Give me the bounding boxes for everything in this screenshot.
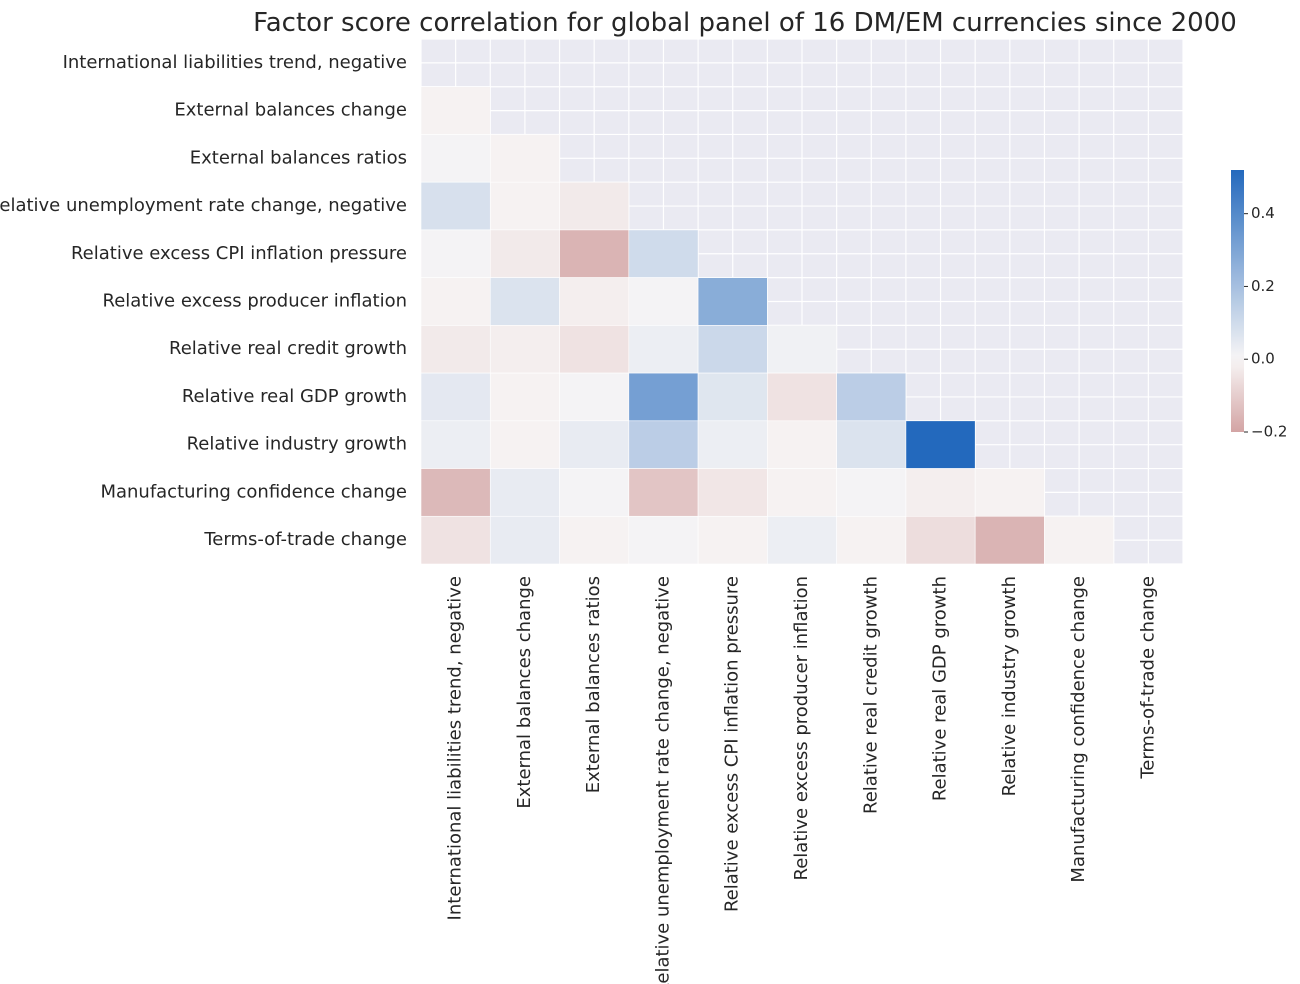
heatmap-cell xyxy=(489,515,560,565)
heatmap-cell xyxy=(559,515,630,565)
heatmap-cell xyxy=(489,468,560,517)
heatmap-cell xyxy=(489,181,560,231)
y-tick-label: Relative real credit growth xyxy=(169,338,407,359)
heatmap-cell xyxy=(628,277,699,326)
heatmap-cell xyxy=(697,372,768,422)
y-tick-label: Manufacturing confidence change xyxy=(100,481,407,502)
heatmap-cell xyxy=(767,515,837,565)
x-tick-label: Relative real credit growth xyxy=(860,576,881,814)
x-tick-label: Relative excess producer inflation xyxy=(791,576,812,880)
heatmap-cell xyxy=(905,515,976,565)
y-tick-label: Relative industry growth xyxy=(187,434,407,455)
y-tick-label: International liabilities trend, negativ… xyxy=(63,52,407,73)
heatmap-cell xyxy=(836,420,907,469)
heatmap-cell xyxy=(697,468,768,517)
heatmap-cell xyxy=(559,229,630,278)
heatmap-cell xyxy=(767,468,837,517)
heatmap-cell xyxy=(697,277,768,326)
y-tick-label: External balances change xyxy=(174,100,407,121)
y-tick-label: External balances ratios xyxy=(190,147,407,168)
heatmap-cell xyxy=(905,468,976,517)
heatmap-cell xyxy=(489,277,560,326)
heatmap-cell xyxy=(628,325,699,374)
x-tick-label: External balances change xyxy=(514,576,535,809)
heatmap-cell xyxy=(559,372,630,422)
heatmap-plot-area xyxy=(420,38,1184,565)
heatmap-cell xyxy=(697,325,768,374)
heatmap-cell xyxy=(836,468,907,517)
x-tick-label: Relative excess CPI inflation pressure xyxy=(722,576,743,912)
heatmap-cell xyxy=(628,468,699,517)
colorbar-tick-label: 0.2 xyxy=(1251,277,1275,295)
heatmap-cell xyxy=(420,325,491,374)
chart-title: Factor score correlation for global pane… xyxy=(253,8,1237,38)
heatmap-cell xyxy=(489,325,560,374)
y-tick-label: Relative excess CPI inflation pressure xyxy=(71,243,407,264)
heatmap-cell xyxy=(420,181,491,231)
heatmap-cell xyxy=(905,420,976,469)
heatmap-cell xyxy=(836,515,907,565)
heatmap-cell xyxy=(628,420,699,469)
heatmap-cell xyxy=(1044,515,1115,565)
heatmap-cell xyxy=(836,372,907,422)
heatmap-cell xyxy=(767,420,837,469)
heatmap-cell xyxy=(420,134,491,183)
heatmap-cell xyxy=(628,372,699,422)
heatmap-cell xyxy=(489,420,560,469)
heatmap-cell xyxy=(420,277,491,326)
heatmap-cell xyxy=(559,181,630,231)
heatmap-cell xyxy=(420,229,491,278)
x-tick-label: Manufacturing confidence change xyxy=(1068,576,1089,883)
x-tick-label: Relative industry growth xyxy=(999,576,1020,796)
heatmap-cell xyxy=(420,420,491,469)
heatmap-cell xyxy=(628,515,699,565)
colorbar-tick-label: 0.0 xyxy=(1251,350,1275,368)
heatmap-cell xyxy=(559,468,630,517)
heatmap-cell xyxy=(697,420,768,469)
heatmap-cell xyxy=(697,515,768,565)
x-tick-label: External balances ratios xyxy=(583,576,604,793)
heatmap-cell xyxy=(767,325,837,374)
heatmap-cell xyxy=(420,515,491,565)
heatmap-cell xyxy=(420,468,491,517)
y-axis-tick-labels: International liabilities trend, negativ… xyxy=(0,52,407,550)
x-tick-label: Terms-of-trade change xyxy=(1137,576,1158,780)
heatmap-cell xyxy=(559,277,630,326)
heatmap-cell xyxy=(559,325,630,374)
x-axis-tick-labels: International liabilities trend, negativ… xyxy=(445,576,1159,984)
y-tick-label: Relative excess producer inflation xyxy=(103,291,407,312)
heatmap-cell xyxy=(974,468,1045,517)
heatmap-cell xyxy=(974,515,1045,565)
colorbar-tick-label: 0.4 xyxy=(1251,204,1275,222)
y-tick-label: Relative real GDP growth xyxy=(182,386,407,407)
heatmap-cell xyxy=(489,229,560,278)
x-tick-label: Relative real GDP growth xyxy=(930,576,951,801)
x-tick-label: Relative unemployment rate change, negat… xyxy=(652,576,673,984)
x-tick-label: International liabilities trend, negativ… xyxy=(445,576,466,920)
heatmap-cell xyxy=(420,372,491,422)
heatmap-cell xyxy=(489,134,560,183)
colorbar-gradient xyxy=(1231,170,1244,432)
heatmap-cell xyxy=(628,229,699,278)
colorbar: −0.2 0.0 0.2 0.4 xyxy=(1231,170,1287,441)
heatmap-cell xyxy=(489,372,560,422)
heatmap-cell xyxy=(559,420,630,469)
colorbar-tick-label: −0.2 xyxy=(1251,423,1287,441)
heatmap-cell xyxy=(420,86,491,135)
y-tick-label: Relative unemployment rate change, negat… xyxy=(0,195,407,216)
heatmap-cell xyxy=(767,372,837,422)
y-tick-label: Terms-of-trade change xyxy=(203,529,407,550)
